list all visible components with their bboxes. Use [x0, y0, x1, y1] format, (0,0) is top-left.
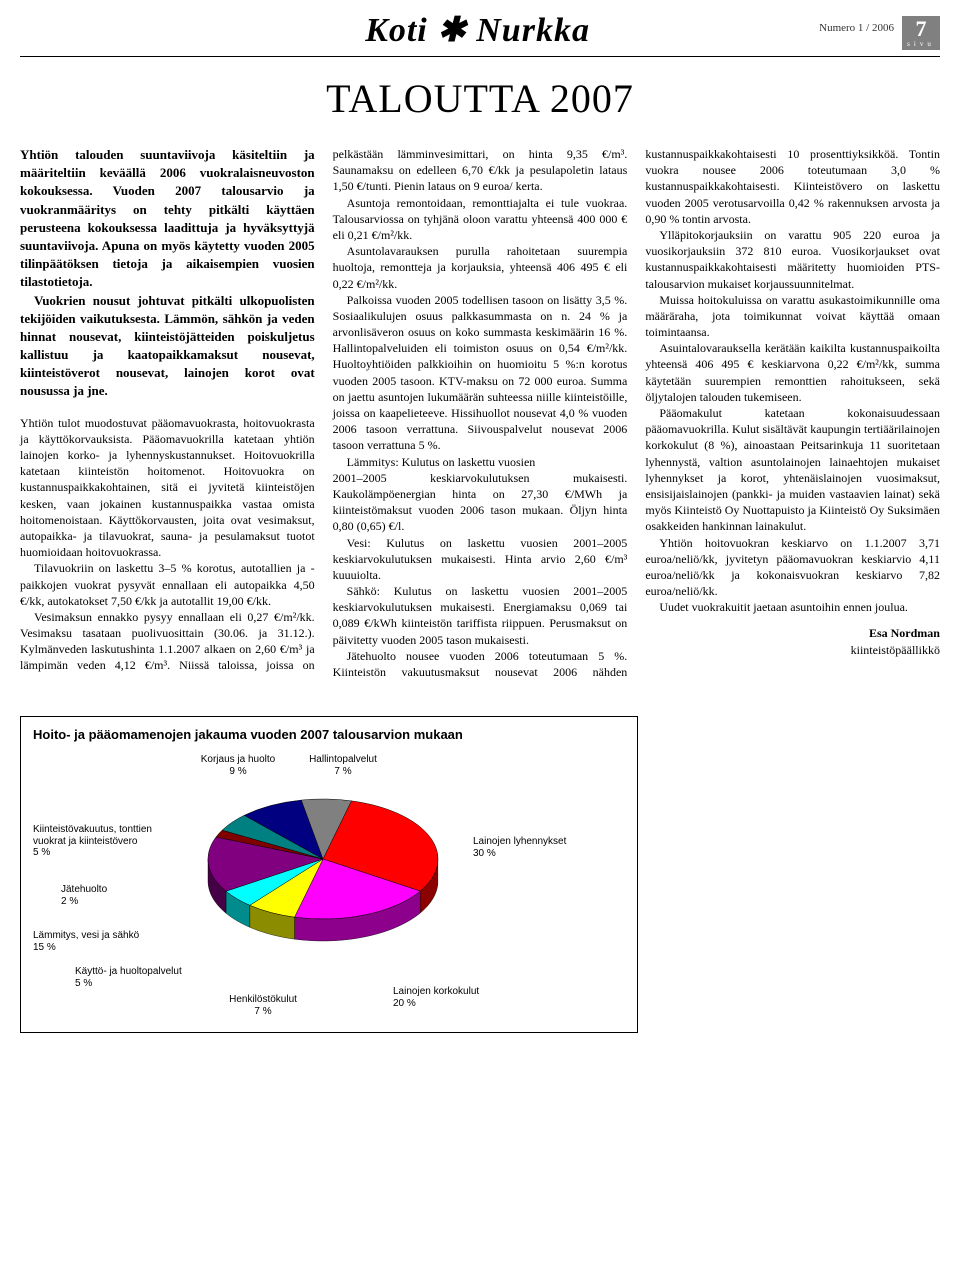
page-number: 7: [902, 18, 940, 40]
lead-paragraph: Yhtiön talouden suuntaviivoja käsiteltii…: [20, 146, 315, 401]
body-c2p6: Lämmitys: Kulutus on laskettu vuosien: [333, 454, 628, 470]
text-columns: Yhtiön talouden suuntaviivoja käsiteltii…: [20, 146, 940, 680]
body-c2p4: Asuntolavarauksen purulla rahoitetaan su…: [333, 243, 628, 292]
lead-p1: Yhtiön talouden suuntaviivoja käsiteltii…: [20, 146, 315, 292]
pie-chart-box: Hoito- ja pääomamenojen jakauma vuoden 2…: [20, 716, 638, 1033]
body-c3p3: Sähkö: Kulutus on laskettu vuosien 2001–…: [333, 583, 628, 648]
body-c3p7: Asuintalovarauksella kerätään kaikilta k…: [645, 340, 940, 405]
page-number-box: 7 sivu: [902, 16, 940, 50]
body-c3p5: Ylläpitokorjauksiin on varattu 905 220 e…: [645, 227, 940, 292]
chart-label: Henkilöstökulut7 %: [213, 994, 313, 1017]
body-c2p3: Asuntoja remontoidaan, remonttiajalta ei…: [333, 195, 628, 244]
issue-box: Numero 1 / 2006 7 sivu: [815, 16, 940, 50]
signature-title: kiinteistöpäällikkö: [645, 642, 940, 658]
page-header: Koti ✱ Nurkka Numero 1 / 2006 7 sivu: [0, 0, 960, 50]
header-rule: [20, 56, 940, 57]
chart-label: Lainojen lyhennykset30 %: [473, 836, 603, 859]
pie-svg: [193, 784, 453, 954]
chart-body: Lainojen lyhennykset30 % Lainojen korkoku…: [33, 754, 625, 1024]
body-c3p9: Yhtiön hoitovuokran keskiarvo on 1.1.200…: [645, 535, 940, 600]
chart-label: Lainojen korkokulut20 %: [393, 986, 523, 1009]
lead-p2: Vuokrien nousut johtuvat pitkälti ulkopu…: [20, 292, 315, 401]
article-body: Yhtiön talouden suuntaviivoja käsiteltii…: [0, 146, 960, 1053]
body-c3p10: Uudet vuokrakuitit jaetaan asuntoihin en…: [645, 599, 940, 615]
body-c3p8: Pääomakulut katetaan kokonaisuudessaan p…: [645, 405, 940, 535]
body-c3p1: 2001–2005 keskiarvokulutuksen mukaisesti…: [333, 470, 628, 535]
article-title: TALOUTTA 2007: [0, 75, 960, 122]
chart-label: Korjaus ja huolto9 %: [188, 754, 288, 777]
logo: Koti ✱ Nurkka: [365, 10, 590, 50]
body-c1p1: Yhtiön tulot muodostuvat pääomavuokrasta…: [20, 415, 315, 561]
body-c3p6: Muissa hoitokuluissa on varattu asukasto…: [645, 292, 940, 341]
chart-label: Käyttö- ja huoltopalvelut5 %: [75, 966, 215, 989]
chart-title: Hoito- ja pääomamenojen jakauma vuoden 2…: [33, 727, 625, 742]
body-c3p2: Vesi: Kulutus on laskettu vuosien 2001–2…: [333, 535, 628, 584]
page-label: sivu: [902, 40, 940, 48]
chart-label: Hallintopalvelut7 %: [293, 754, 393, 777]
body-c2p5: Palkoissa vuoden 2005 todellisen tasoon …: [333, 292, 628, 454]
chart-label: Lämmitys, vesi ja sähkö15 %: [33, 930, 173, 953]
body-c2p1: Tilavuokriin on laskettu 3–5 % korotus, …: [20, 560, 315, 609]
issue-number: Numero 1 / 2006: [815, 16, 898, 50]
signature-name: Esa Nordman: [869, 626, 940, 640]
pie-wrap: [193, 784, 453, 954]
chart-label: Jätehuolto2 %: [61, 884, 141, 907]
signature: Esa Nordman kiinteistöpäällikkö: [645, 625, 940, 657]
chart-label: Kiinteistövakuutus, tonttien vuokrat ja …: [33, 824, 153, 859]
